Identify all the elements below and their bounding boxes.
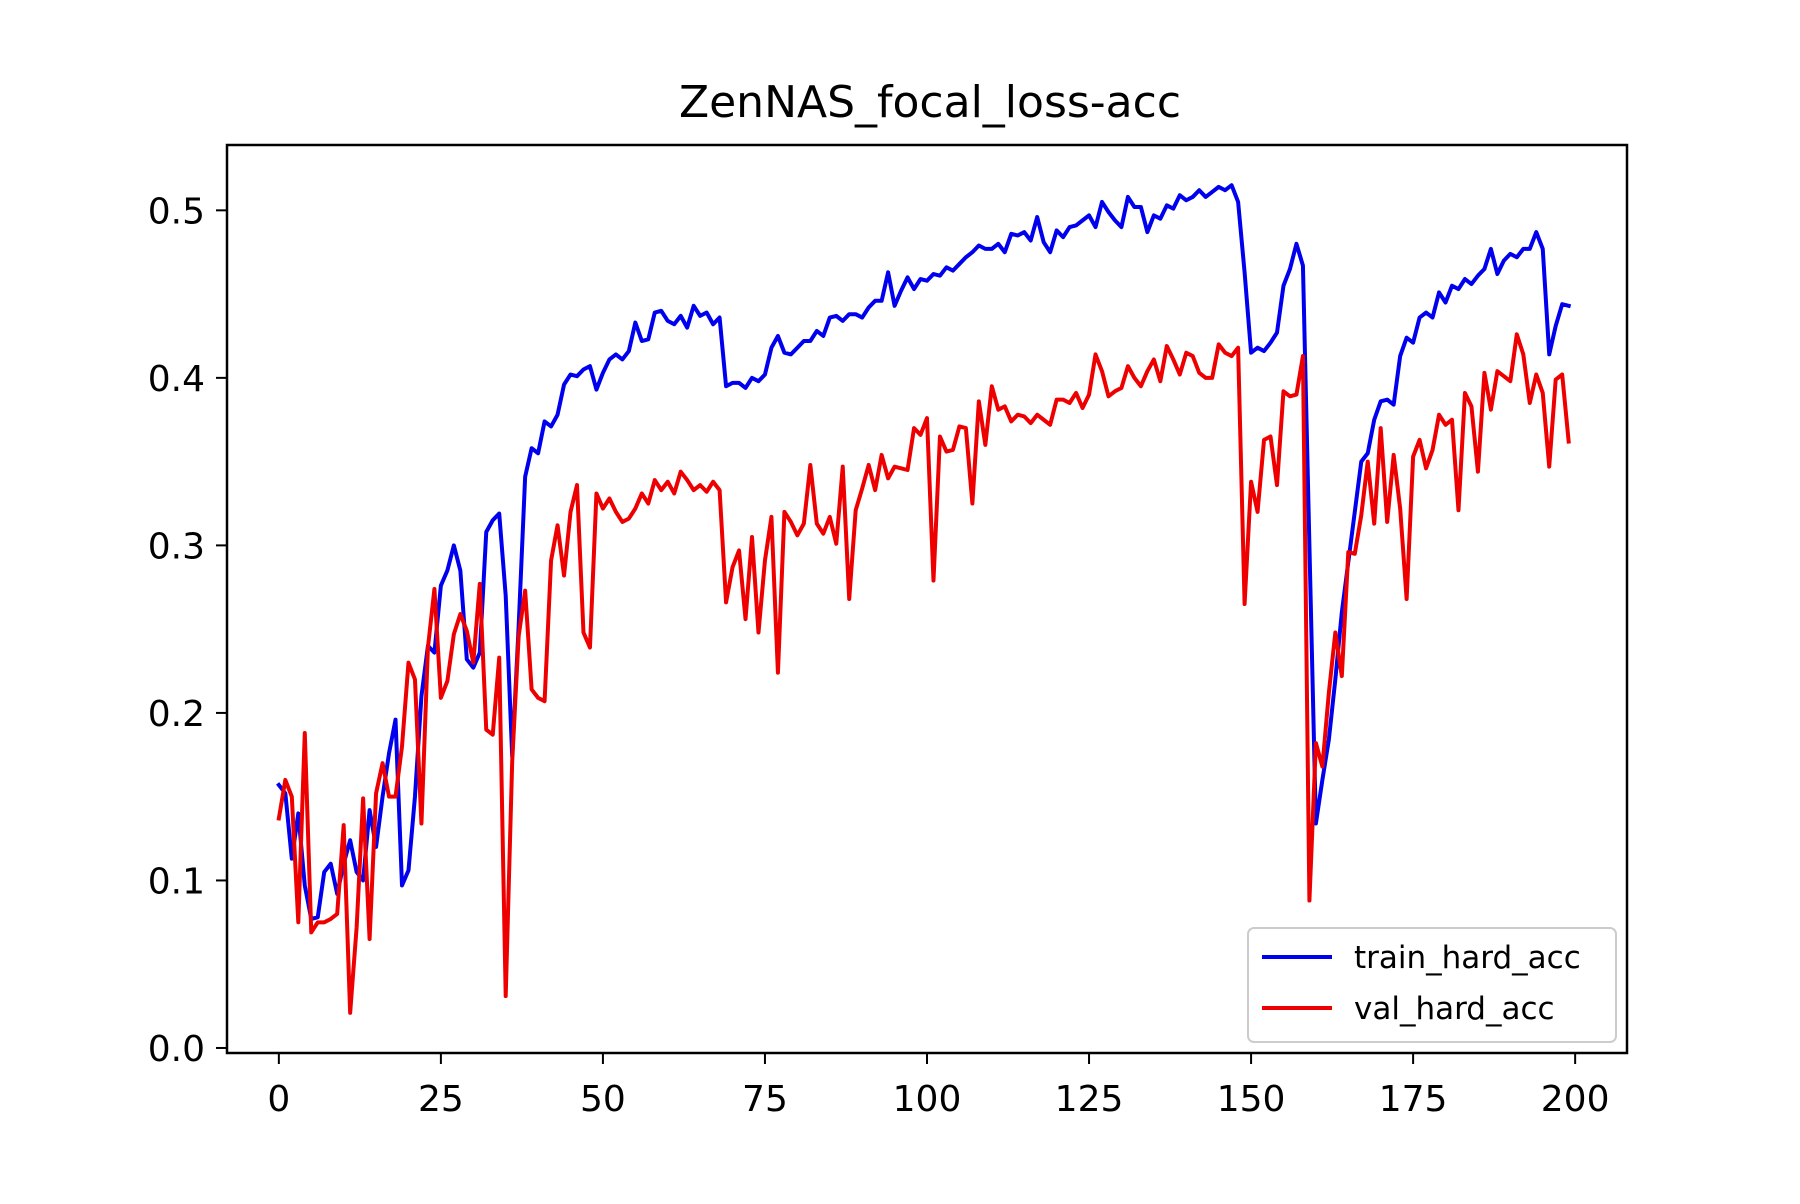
series-line-val-hard-acc bbox=[276, 332, 1571, 1015]
y-tick-label: 0.1 bbox=[148, 861, 205, 902]
y-axis: 0.0 0.1 0.2 0.3 0.4 0.5 bbox=[148, 191, 227, 1070]
legend: train_hard_acc val_hard_acc bbox=[1247, 927, 1617, 1043]
x-tick-label: 200 bbox=[1541, 1079, 1610, 1120]
x-tick-label: 175 bbox=[1379, 1079, 1448, 1120]
series-line-train-hard-acc bbox=[276, 183, 1572, 921]
x-tick-label: 125 bbox=[1055, 1079, 1124, 1120]
x-axis: 0 25 50 75 100 125 150 175 200 bbox=[267, 1053, 1610, 1120]
legend-label-train-hard-acc: train_hard_acc bbox=[1354, 940, 1581, 976]
y-tick-label: 0.0 bbox=[148, 1029, 205, 1070]
legend-label-val-hard-acc: val_hard_acc bbox=[1354, 991, 1555, 1027]
x-tick-label: 100 bbox=[893, 1079, 962, 1120]
x-tick-label: 25 bbox=[418, 1079, 464, 1120]
chart-title: ZenNAS_focal_loss-acc bbox=[679, 77, 1181, 128]
y-tick-label: 0.3 bbox=[148, 526, 205, 567]
x-tick-label: 50 bbox=[580, 1079, 626, 1120]
y-tick-label: 0.2 bbox=[148, 694, 205, 735]
y-tick-label: 0.5 bbox=[148, 191, 205, 232]
x-tick-label: 150 bbox=[1217, 1079, 1286, 1120]
x-tick-label: 75 bbox=[742, 1079, 788, 1120]
x-tick-label: 0 bbox=[267, 1079, 290, 1120]
legend-box bbox=[1247, 927, 1617, 1043]
plot-area bbox=[225, 143, 1629, 1055]
y-tick-label: 0.4 bbox=[148, 359, 205, 400]
